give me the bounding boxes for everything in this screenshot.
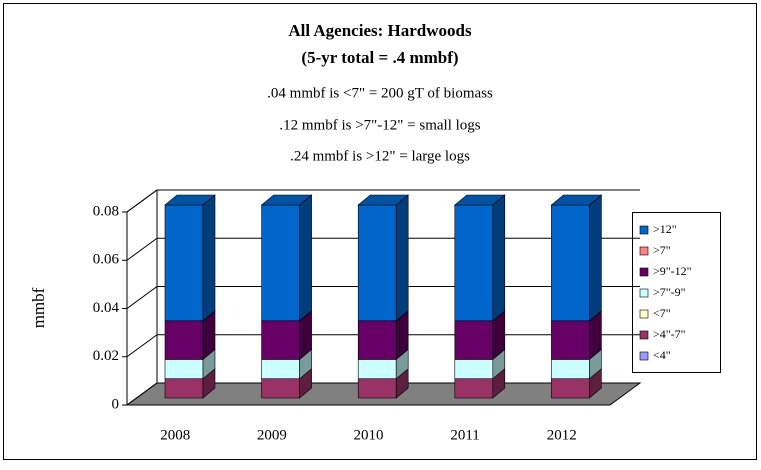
y-tick-label: 0.02 xyxy=(93,348,119,364)
bar-segment xyxy=(357,359,397,379)
bar-top xyxy=(550,194,603,206)
bar-segment xyxy=(164,204,204,322)
bar-segment xyxy=(357,320,397,360)
grid-line-side xyxy=(126,237,158,261)
legend-label: >7"-9" xyxy=(653,285,686,299)
y-tick-label: 0 xyxy=(112,396,120,412)
bar-top xyxy=(453,194,506,206)
legend-swatch xyxy=(639,225,649,235)
bar-segment xyxy=(164,320,204,360)
legend-label: >7" xyxy=(653,243,671,257)
x-tick-label: 2012 xyxy=(547,427,577,443)
bar-side xyxy=(492,194,506,322)
legend-swatch xyxy=(639,330,649,340)
legend-swatch xyxy=(639,288,649,298)
axis-floor-edge xyxy=(126,382,158,406)
legend-swatch xyxy=(639,246,649,256)
bar-segment xyxy=(454,320,494,360)
legend-swatch xyxy=(639,267,649,277)
bar-segment xyxy=(454,359,494,379)
bar-side xyxy=(395,194,409,322)
legend-label: >9"-12" xyxy=(653,264,692,278)
bar-segment xyxy=(357,378,397,399)
legend-swatch xyxy=(639,309,649,319)
grid-line-side xyxy=(126,286,158,309)
bar-segment xyxy=(454,378,494,399)
bar-segment xyxy=(164,359,204,379)
grid-line-side xyxy=(126,189,158,213)
bar-segment xyxy=(261,204,300,322)
bar-segment xyxy=(551,320,590,360)
x-tick-label: 2011 xyxy=(450,427,479,443)
bar-segment xyxy=(164,378,204,399)
bar-top xyxy=(164,194,216,206)
bar-segment xyxy=(551,378,590,399)
bar-top xyxy=(260,194,313,206)
y-tick-label: 0.04 xyxy=(93,300,120,316)
x-tick-label: 2010 xyxy=(354,427,384,443)
bar-top xyxy=(357,194,410,206)
chart-subtitle: (5-yr total = .4 mmbf) xyxy=(301,48,458,67)
bar-side xyxy=(589,194,602,322)
bar-segment xyxy=(551,359,590,379)
bar-side xyxy=(299,194,312,322)
y-tick-label: 0.08 xyxy=(93,203,119,219)
bar-segment xyxy=(261,378,300,399)
x-tick-label: 2008 xyxy=(160,427,190,443)
annotation: .24 mmbf is >12" = large logs xyxy=(290,148,470,164)
y-axis-label: mmbf xyxy=(29,287,48,328)
legend-label: >12" xyxy=(653,222,677,236)
bar-segment xyxy=(551,204,590,322)
bar-segment xyxy=(261,359,300,379)
legend-swatch xyxy=(639,351,649,361)
annotation: .12 mmbf is >7"-12" = small logs xyxy=(279,117,480,133)
x-tick-label: 2009 xyxy=(257,427,287,443)
bar-segment xyxy=(357,204,397,322)
legend-label: <7" xyxy=(653,306,671,320)
bar-segment xyxy=(454,204,494,322)
bar-side xyxy=(202,194,216,322)
legend-label: <4" xyxy=(653,348,671,362)
chart-title: All Agencies: Hardwoods xyxy=(288,21,472,40)
grid-line-side xyxy=(126,334,158,358)
bar-segment xyxy=(261,320,300,360)
legend-label: >4"-7" xyxy=(653,327,686,341)
annotation: .04 mmbf is <7" = 200 gT of biomass xyxy=(267,85,493,101)
y-tick-label: 0.06 xyxy=(93,252,120,268)
